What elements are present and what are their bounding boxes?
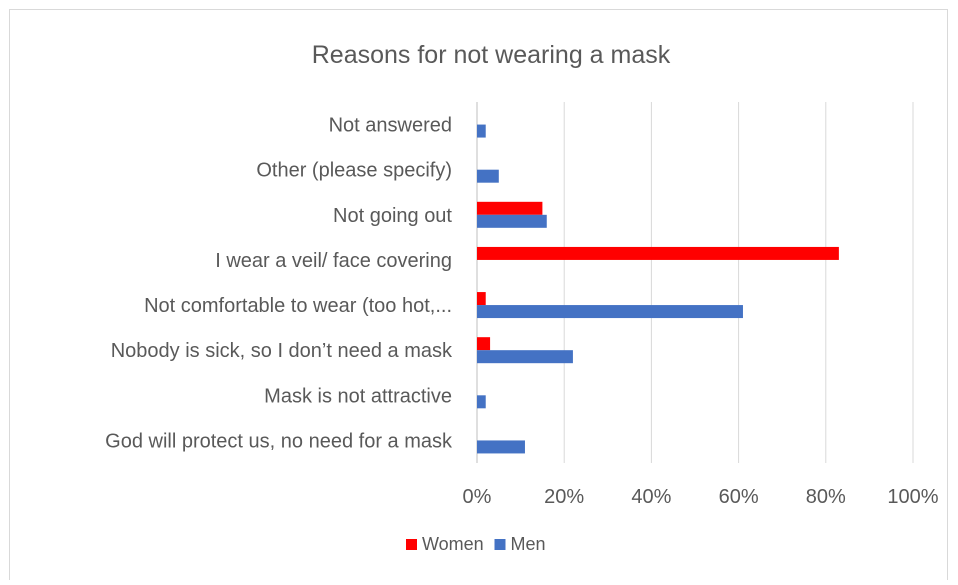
legend: Women Men: [406, 534, 546, 554]
bar-women: [477, 292, 486, 306]
x-tick-label: 80%: [806, 486, 846, 508]
x-tick-label: 0%: [463, 486, 492, 508]
category-label: God will protect us, no need for a mask: [105, 430, 453, 452]
bar-men: [477, 395, 486, 409]
legend-label-women: Women: [422, 534, 484, 554]
legend-swatch-women: [406, 539, 417, 550]
bar-men: [477, 169, 499, 183]
category-label: Nobody is sick, so I don’t need a mask: [111, 340, 453, 362]
bar-women: [477, 246, 839, 260]
x-tick-label: 20%: [544, 486, 584, 508]
x-tick-label: 40%: [631, 486, 671, 508]
x-tick-label: 100%: [887, 486, 938, 508]
bar-men: [477, 440, 525, 454]
bar-women: [477, 337, 491, 351]
category-label: Mask is not attractive: [264, 385, 452, 407]
bar-women: [477, 201, 543, 215]
x-tick-label: 60%: [719, 486, 759, 508]
category-label: Not answered: [329, 115, 452, 137]
bar-men: [477, 350, 573, 364]
bar-layer: [477, 124, 839, 454]
bar-men: [477, 305, 743, 319]
tick-label-layer: 0% 20% 40% 60% 80% 100%: [463, 486, 939, 508]
bar-men: [477, 124, 486, 138]
category-label: I wear a veil/ face covering: [215, 250, 452, 272]
category-label: Not comfortable to wear (too hot,...: [144, 295, 452, 317]
legend-label-men: Men: [511, 534, 546, 554]
legend-swatch-men: [494, 539, 506, 550]
chart-title: Reasons for not wearing a mask: [312, 41, 671, 69]
category-label: Other (please specify): [256, 160, 452, 182]
category-label-layer: Not answered Other (please specify) Not go…: [105, 115, 453, 453]
bar-men: [477, 214, 547, 228]
category-label: Not going out: [333, 205, 452, 227]
